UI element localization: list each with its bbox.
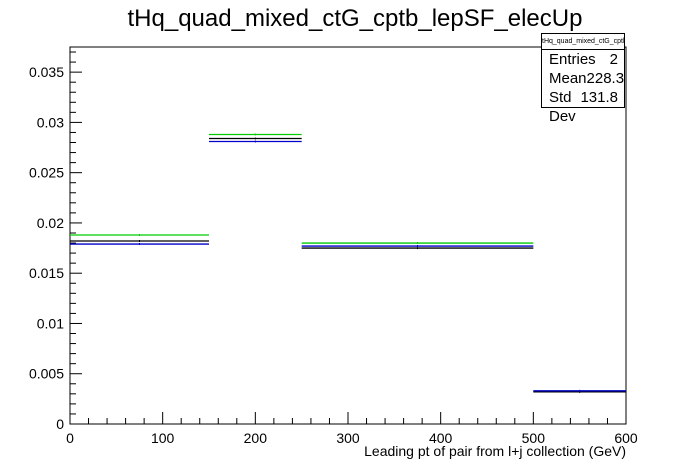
y-tick-label: 0.035 bbox=[29, 64, 64, 80]
stats-label-entries: Entries bbox=[549, 51, 596, 68]
stats-row-mean: Mean 228.3 bbox=[542, 69, 624, 88]
y-tick-label: 0.02 bbox=[37, 215, 64, 231]
y-tick-label: 0.03 bbox=[37, 114, 64, 130]
x-tick-label: 500 bbox=[522, 430, 546, 446]
x-tick-label: 300 bbox=[336, 430, 360, 446]
stats-row-stddev: Std Dev 131.8 bbox=[542, 88, 624, 125]
x-tick-label: 100 bbox=[151, 430, 175, 446]
chart-title: tHq_quad_mixed_ctG_cptb_lepSF_elecUp bbox=[128, 5, 583, 32]
stats-label-mean: Mean bbox=[549, 70, 587, 87]
y-tick-label: 0.015 bbox=[29, 265, 64, 281]
stats-box: tHq_quad_mixed_ctG_cptb_lepSF_elecUp Ent… bbox=[541, 33, 625, 125]
y-tick-label: 0.025 bbox=[29, 165, 64, 181]
stats-box-title: tHq_quad_mixed_ctG_cptb_lepSF_elecUp bbox=[542, 34, 624, 50]
x-tick-label: 0 bbox=[66, 430, 74, 446]
x-tick-label: 600 bbox=[614, 430, 638, 446]
series-layer bbox=[70, 133, 626, 393]
series-0 bbox=[70, 133, 626, 393]
y-tick-label: 0 bbox=[56, 416, 64, 432]
y-axis: 0 0.005 0.01 0.015 0.02 0.025 0.03 0.035 bbox=[29, 51, 82, 432]
y-tick-label: 0.005 bbox=[29, 366, 64, 382]
series-2 bbox=[70, 140, 626, 392]
stats-value-mean: 228.3 bbox=[586, 70, 625, 87]
x-axis-title: Leading pt of pair from l+j collection (… bbox=[364, 443, 626, 459]
stats-value-stddev: 131.8 bbox=[580, 89, 618, 106]
stats-label-stddev: Std Dev bbox=[549, 89, 576, 125]
y-tick-label: 0.01 bbox=[37, 315, 64, 331]
stats-value-entries: 2 bbox=[609, 51, 618, 68]
x-axis: 0 100 200 300 400 500 600 bbox=[66, 412, 638, 446]
series-1 bbox=[70, 137, 626, 393]
stats-row-entries: Entries 2 bbox=[542, 50, 624, 69]
x-tick-label: 200 bbox=[244, 430, 268, 446]
x-tick-label: 400 bbox=[429, 430, 453, 446]
